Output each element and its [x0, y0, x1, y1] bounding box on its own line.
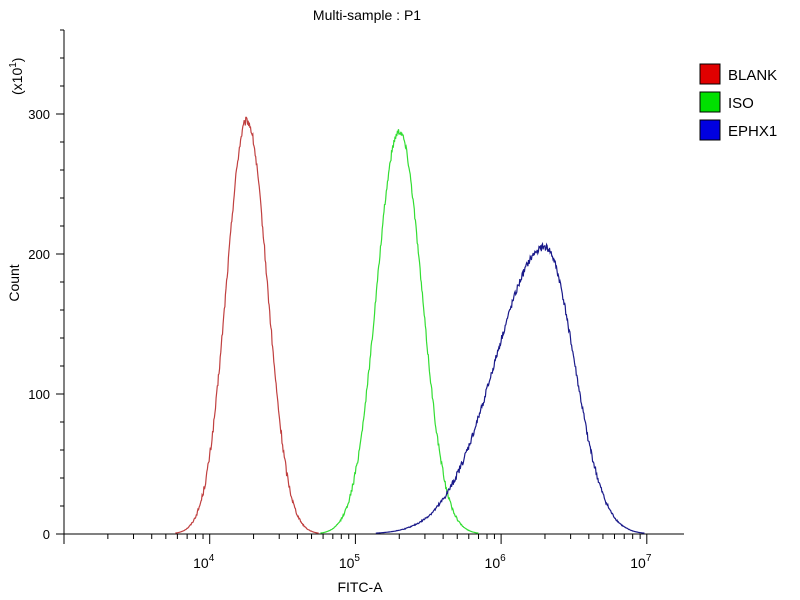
chart-title: Multi-sample : P1 [313, 7, 421, 23]
y-multiplier-exponent: 1 [8, 62, 19, 68]
legend-label: BLANK [728, 67, 777, 84]
legend-swatch [699, 119, 721, 141]
y-multiplier-prefix: (x10 [9, 68, 25, 95]
series-line-ephx1 [375, 241, 645, 534]
x-tick-label: 107 [630, 553, 652, 571]
series-line-blank [175, 116, 319, 534]
legend: BLANK ISO EPHX1 [699, 63, 777, 141]
legend-label: EPHX1 [728, 123, 777, 140]
svg-text:(x101): (x101) [8, 58, 25, 95]
y-tick-label: 100 [28, 387, 50, 402]
x-axis-label: FITC-A [337, 579, 383, 595]
y-axis-label: Count [6, 264, 22, 301]
x-tick-label: 106 [485, 553, 507, 571]
legend-swatch [699, 63, 721, 85]
x-tick-label: 105 [339, 553, 361, 571]
x-tick-label: 104 [193, 553, 215, 571]
y-multiplier-suffix: ) [9, 58, 25, 63]
y-tick-label: 200 [28, 247, 50, 262]
y-multiplier-label: (x101) [8, 58, 25, 95]
legend-item-blank: BLANK [699, 63, 777, 85]
y-tick-label: 300 [28, 107, 50, 122]
y-tick-label: 0 [43, 527, 50, 542]
legend-label: ISO [728, 95, 754, 112]
plot-area: 0 100 200 300 104 105 106 107 [28, 29, 684, 571]
series-line-iso [320, 129, 479, 534]
legend-item-ephx1: EPHX1 [699, 119, 777, 141]
legend-item-iso: ISO [699, 91, 754, 113]
legend-swatch [699, 91, 721, 113]
